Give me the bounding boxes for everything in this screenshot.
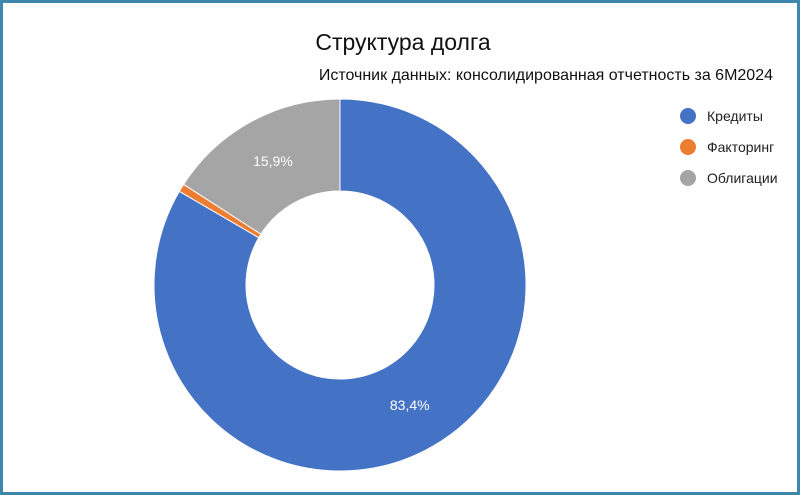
legend-marker-factoring (680, 138, 696, 155)
data-label-credits: 83,4% (390, 397, 430, 413)
legend-item-factoring: Факторинг (680, 131, 778, 162)
legend-label-credits: Кредиты (707, 107, 763, 124)
chart-subtitle: Источник данных: консолидированная отчет… (318, 67, 773, 84)
legend-item-credits: Кредиты (680, 100, 778, 131)
slice-credits (153, 98, 527, 472)
legend-label-factoring: Факторинг (707, 138, 775, 155)
legend-marker-credits (680, 107, 696, 124)
chart-title: Структура долга (315, 29, 491, 55)
chart-legend: Кредиты Факторинг Облигации (680, 100, 778, 193)
donut-chart: 83,4% 15,9% (153, 98, 527, 472)
legend-label-bonds: Облигации (707, 169, 778, 186)
legend-marker-bonds (680, 169, 696, 186)
slice-bonds (182, 98, 341, 235)
legend-item-bonds: Облигации (680, 162, 778, 193)
data-label-bonds: 15,9% (253, 153, 293, 169)
